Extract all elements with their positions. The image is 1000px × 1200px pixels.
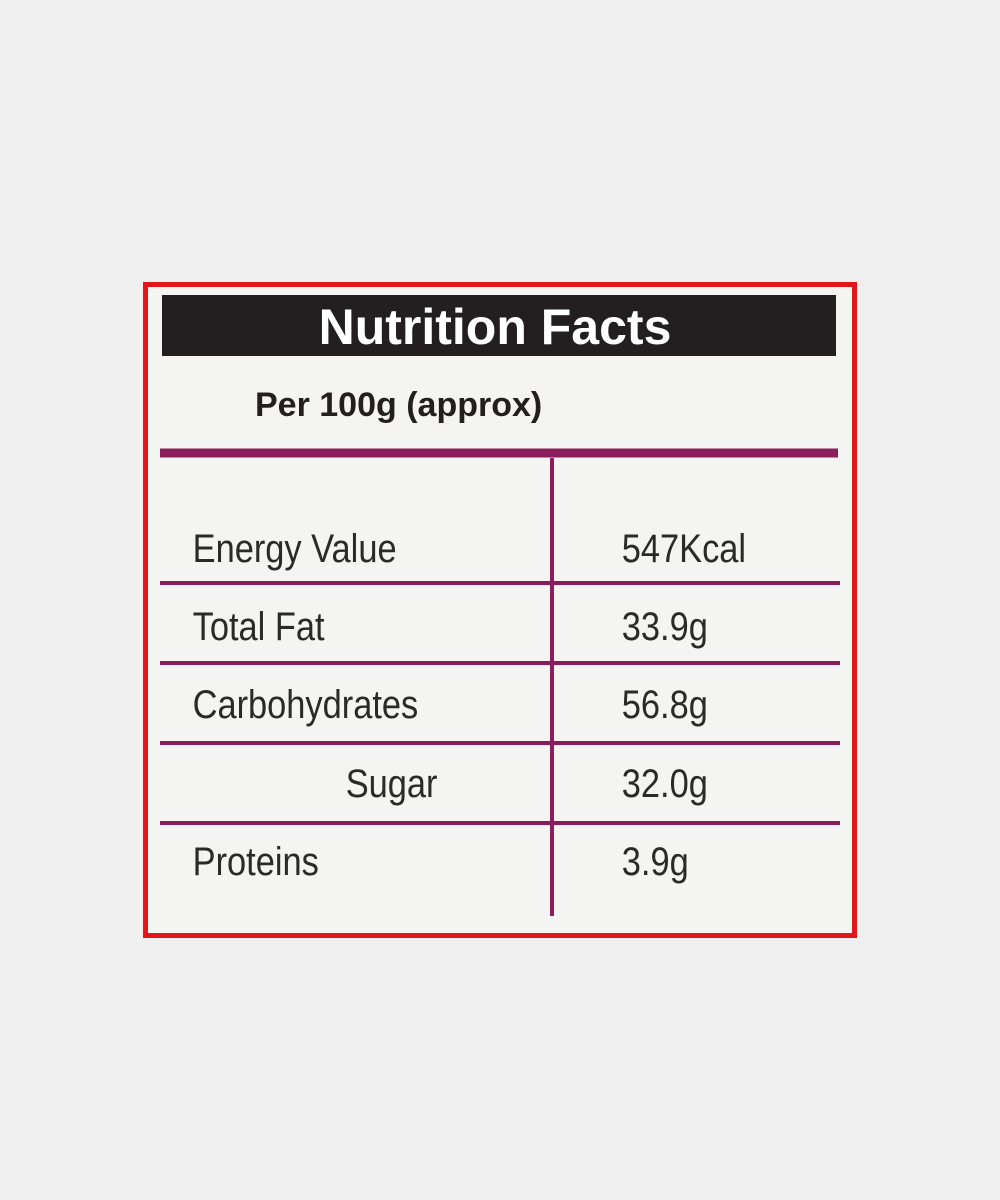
nutrient-value: 3.9g (622, 839, 689, 884)
label-box (143, 282, 857, 938)
title: Nutrition Facts (319, 299, 672, 355)
nutrient-value: 56.8g (622, 682, 708, 727)
nutrient-name: Proteins (193, 839, 319, 884)
nutrient-value: 547Kcal (622, 526, 746, 571)
nutrient-name: Energy Value (193, 526, 397, 571)
nutrient-value: 33.9g (622, 604, 708, 649)
nutrient-value: 32.0g (622, 761, 708, 806)
nutrient-name: Total Fat (193, 604, 325, 649)
nutrient-name: Carbohydrates (193, 682, 419, 727)
subtitle: Per 100g (approx) (255, 386, 542, 424)
table: Energy Value 547Kcal Total Fat 33.9g Car… (193, 526, 746, 884)
title-bar (162, 295, 836, 356)
nutrient-name: Sugar (346, 761, 438, 806)
